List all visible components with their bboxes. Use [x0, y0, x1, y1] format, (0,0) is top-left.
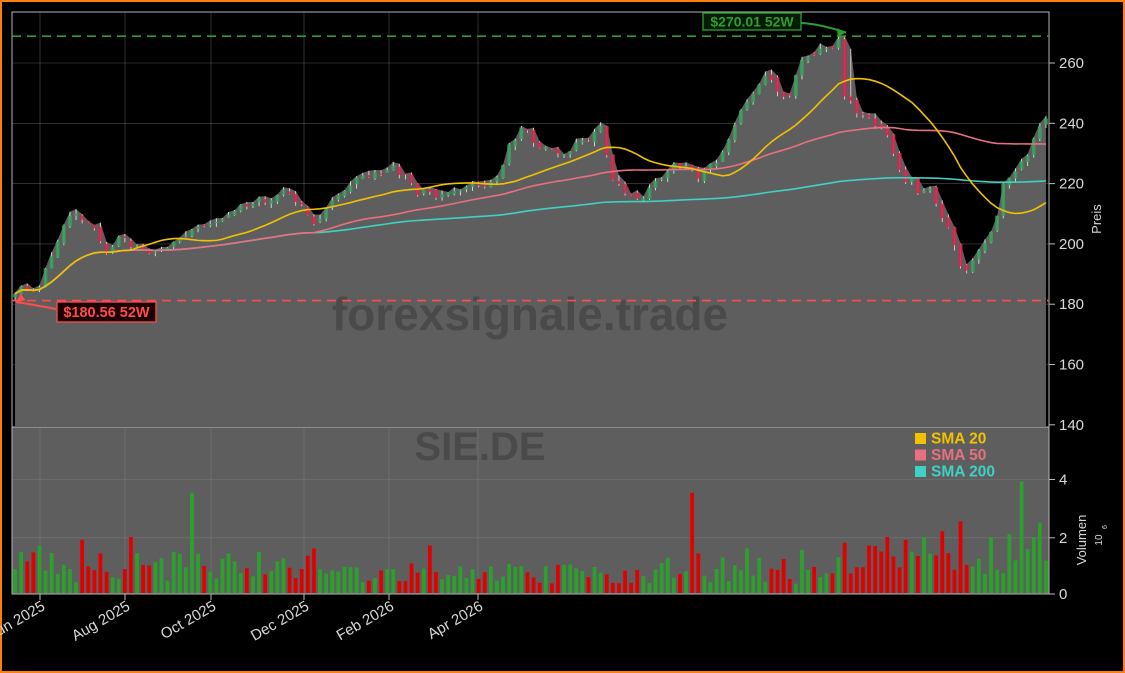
svg-text:2: 2 — [1059, 530, 1067, 547]
svg-text:260: 260 — [1059, 55, 1084, 72]
svg-text:$270.01 52W: $270.01 52W — [710, 14, 794, 30]
svg-text:200: 200 — [1059, 236, 1084, 253]
svg-text:Feb 2026: Feb 2026 — [334, 598, 397, 644]
svg-text:Jun 2025: Jun 2025 — [0, 598, 48, 644]
svg-text:SIE.DE: SIE.DE — [414, 425, 545, 469]
svg-text:SMA 200: SMA 200 — [931, 464, 995, 481]
svg-text:240: 240 — [1059, 115, 1084, 132]
svg-text:$180.56 52W: $180.56 52W — [63, 305, 150, 321]
svg-text:Apr 2026: Apr 2026 — [425, 598, 486, 643]
svg-text:SMA 50: SMA 50 — [931, 447, 986, 464]
svg-text:Volumen: Volumen — [1074, 515, 1089, 566]
svg-text:Preis: Preis — [1089, 204, 1104, 234]
svg-text:140: 140 — [1059, 417, 1084, 434]
svg-text:10: 10 — [1094, 534, 1105, 546]
svg-text:6: 6 — [1102, 525, 1109, 529]
svg-text:4: 4 — [1059, 472, 1067, 489]
svg-text:180: 180 — [1059, 296, 1084, 313]
svg-text:forexsignale.trade: forexsignale.trade — [332, 288, 728, 340]
svg-text:160: 160 — [1059, 357, 1084, 374]
svg-text:220: 220 — [1059, 176, 1084, 193]
svg-text:Oct 2025: Oct 2025 — [158, 598, 219, 643]
svg-text:SMA 20: SMA 20 — [931, 431, 986, 448]
svg-text:Dec 2025: Dec 2025 — [248, 598, 312, 645]
svg-text:Aug 2025: Aug 2025 — [69, 598, 133, 645]
svg-text:0: 0 — [1059, 586, 1067, 603]
